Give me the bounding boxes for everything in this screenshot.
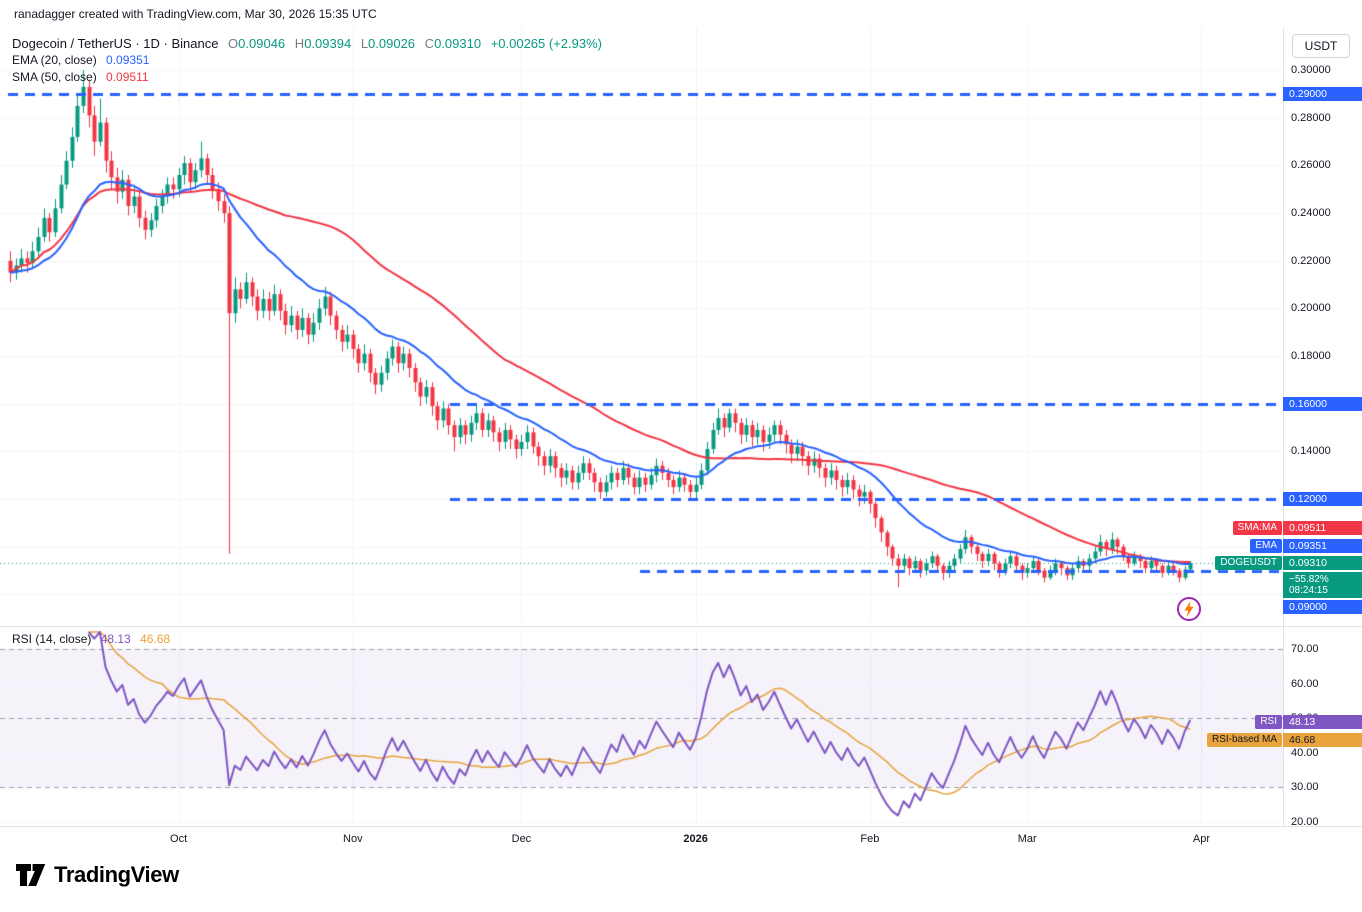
percent-change: −55.82% [1289, 574, 1329, 585]
time-axis-label: Nov [343, 833, 363, 845]
level-price-badge: 0.12000 [1283, 492, 1362, 507]
time-axis-label: Mar [1017, 833, 1037, 845]
level-price-badge: 0.29000 [1283, 87, 1362, 101]
tradingview-logo[interactable]: TradingView [16, 862, 179, 888]
change-value: +0.00265 (+2.93%) [490, 36, 602, 51]
time-axis-label: 2026 [683, 833, 708, 845]
rsi-tick-label: 30.00 [1291, 781, 1319, 793]
sma-label: SMA (50, close) [12, 70, 97, 84]
symbol-legend: Dogecoin / TetherUS · 1D · Binance O0.09… [12, 36, 602, 51]
last-price-value: 0.09310 [1283, 556, 1362, 570]
rsi-axis-row: RSI 48.13 [1255, 715, 1362, 729]
time-axis-label: Feb [860, 833, 880, 845]
pane-separator[interactable] [0, 626, 1362, 627]
price-tick-label: 0.28000 [1291, 111, 1331, 124]
low-label: L [360, 36, 369, 51]
rsi-axis-value: 48.13 [1283, 715, 1362, 729]
ema-legend[interactable]: EMA (20, close) 0.09351 [12, 53, 149, 67]
sma-legend[interactable]: SMA (50, close) 0.09511 [12, 70, 149, 84]
sma-value: 0.09511 [106, 70, 149, 84]
open-label: O [228, 36, 239, 51]
level-price-badge: 0.16000 [1283, 396, 1362, 411]
rsi-ma-value: 46.68 [140, 632, 171, 646]
open-value: 0.09046 [238, 36, 286, 51]
attribution-text: ranadagger created with TradingView.com,… [14, 7, 377, 21]
rsi-ma-axis-label: RSI-based MA [1206, 733, 1282, 747]
sma-axis-label: SMA:MA [1232, 521, 1282, 535]
price-tick-label: 0.22000 [1291, 254, 1331, 267]
low-value: 0.09026 [368, 36, 416, 51]
ema-axis-label: EMA [1250, 539, 1282, 553]
countdown-badge: −55.82% 08:24:15 [1283, 572, 1362, 598]
rsi-ma-axis-row: RSI-based MA 46.68 [1206, 733, 1362, 747]
close-label: C [424, 36, 435, 51]
rsi-tick-label: 40.00 [1291, 746, 1319, 759]
tradingview-logo-icon [16, 863, 46, 887]
currency-toggle-button[interactable]: USDT [1292, 34, 1350, 58]
rsi-legend[interactable]: RSI (14, close) 48.13 46.68 [12, 632, 170, 646]
rsi-axis-label: RSI [1255, 715, 1282, 729]
time-axis-label: Dec [511, 833, 532, 845]
sma-axis-value: 0.09511 [1283, 521, 1362, 535]
price-tick-label: 0.18000 [1291, 350, 1331, 363]
rsi-tick-label: 70.00 [1291, 643, 1319, 655]
price-tick-label: 0.24000 [1291, 207, 1331, 220]
price-tick-label: 0.14000 [1291, 445, 1331, 458]
rsi-ma-axis-value: 46.68 [1283, 733, 1362, 747]
ema-value: 0.09351 [106, 53, 150, 67]
high-label: H [294, 36, 305, 51]
symbol-title[interactable]: Dogecoin / TetherUS · 1D · Binance [12, 36, 219, 51]
time-axis-label: Oct [170, 833, 188, 845]
last-price-row: DOGEUSDT 0.09310 [1215, 556, 1362, 570]
rsi-tick-label: 60.00 [1291, 677, 1319, 690]
ema-label: EMA (20, close) [12, 53, 97, 67]
tradingview-logo-text: TradingView [54, 862, 179, 887]
price-axis-border [1283, 28, 1284, 852]
symbol-axis-label: DOGEUSDT [1215, 556, 1282, 570]
high-value: 0.09394 [304, 36, 352, 51]
rsi-label: RSI (14, close) [12, 632, 92, 646]
sma-price-row: SMA:MA 0.09511 [1232, 521, 1362, 535]
rsi-tick-label: 20.00 [1291, 815, 1319, 828]
ema-price-row: EMA 0.09351 [1250, 539, 1362, 553]
ema-axis-value: 0.09351 [1283, 539, 1362, 553]
close-value: 0.09310 [434, 36, 482, 51]
lightning-icon[interactable] [1176, 596, 1202, 627]
price-tick-label: 0.26000 [1291, 159, 1331, 172]
time-axis[interactable]: Oct Nov Dec 2026 Feb Mar Apr [0, 826, 1362, 853]
price-tick-label: 0.30000 [1291, 64, 1331, 77]
rsi-value: 48.13 [100, 632, 131, 646]
level-price-badge: 0.09000 [1283, 599, 1362, 614]
price-chart-canvas[interactable] [0, 28, 1283, 852]
price-tick-label: 0.20000 [1291, 302, 1331, 315]
time-axis-label: Apr [1192, 833, 1210, 845]
chart-area: Dogecoin / TetherUS · 1D · Binance O0.09… [0, 28, 1362, 853]
bar-countdown: 08:24:15 [1289, 585, 1328, 596]
